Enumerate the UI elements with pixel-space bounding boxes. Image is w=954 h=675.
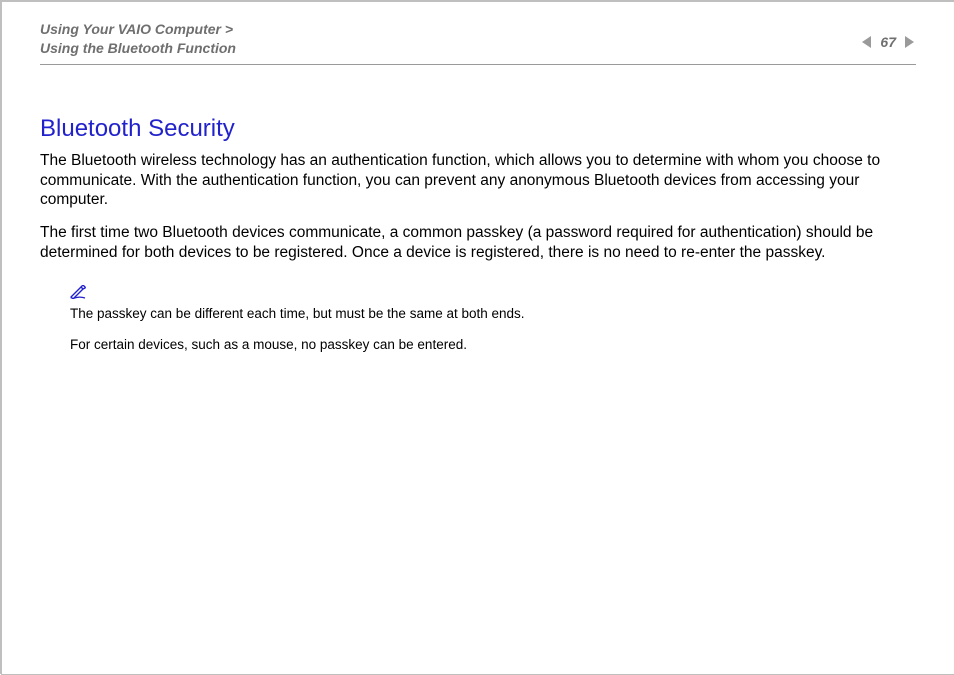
prev-page-icon[interactable] (860, 35, 874, 49)
page-navigator: 67 (860, 20, 916, 50)
pencil-note-icon (70, 285, 916, 304)
page-container: Using Your VAIO Computer > Using the Blu… (2, 2, 954, 354)
breadcrumb: Using Your VAIO Computer > Using the Blu… (40, 20, 236, 58)
note-block: The passkey can be different each time, … (70, 285, 916, 354)
page-number: 67 (880, 34, 896, 50)
body-paragraph-1: The Bluetooth wireless technology has an… (40, 151, 916, 210)
breadcrumb-separator: > (225, 21, 233, 37)
section-title: Bluetooth Security (40, 115, 916, 143)
next-page-icon[interactable] (902, 35, 916, 49)
note-line-1: The passkey can be different each time, … (70, 305, 916, 323)
breadcrumb-line-1: Using Your VAIO Computer (40, 21, 221, 37)
note-line-2: For certain devices, such as a mouse, no… (70, 336, 916, 354)
body-paragraph-2: The first time two Bluetooth devices com… (40, 223, 916, 263)
breadcrumb-line-2: Using the Bluetooth Function (40, 40, 236, 56)
page-header: Using Your VAIO Computer > Using the Blu… (40, 20, 916, 65)
